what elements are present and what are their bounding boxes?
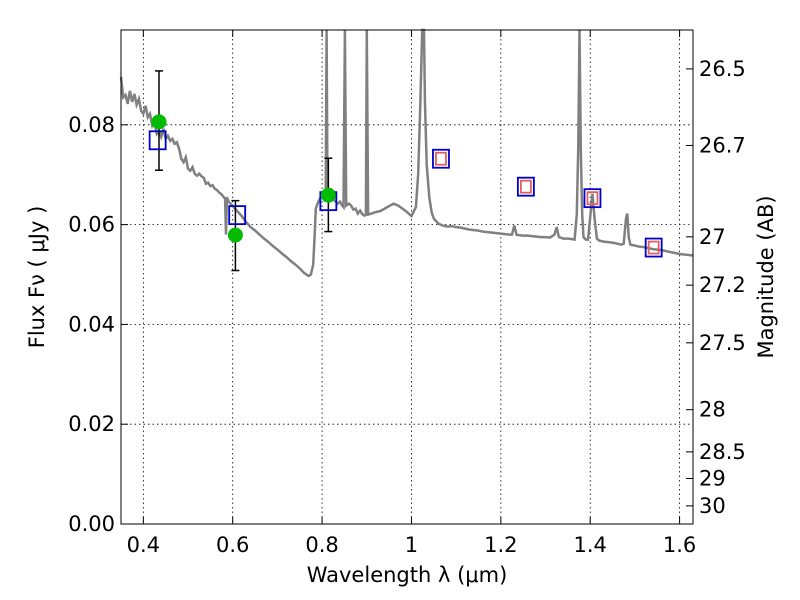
- mag-tick-label: 27.2: [699, 273, 746, 297]
- predicted-flux-marker: [435, 151, 447, 166]
- model-spectrum: [119, 28, 694, 278]
- predicted-flux-marker: [586, 191, 599, 206]
- x-tick-label: 0.4: [127, 533, 160, 557]
- observed-flux-point: [227, 227, 243, 243]
- predicted-flux-marker: [519, 179, 532, 194]
- predicted-flux-marker: [647, 240, 660, 255]
- model-photometry-marker: [432, 148, 450, 169]
- x-tick-label: 1.6: [663, 533, 696, 557]
- x-tick-label: 1.4: [574, 533, 607, 557]
- y-tick-label: 0.08: [68, 113, 115, 137]
- model-photometry-marker: [516, 176, 535, 197]
- plot-frame: [120, 29, 694, 525]
- model-photometry-marker: [644, 237, 663, 258]
- x-tick-label: 1: [405, 533, 418, 557]
- mag-tick-label: 27: [699, 225, 726, 249]
- mag-tick-label: 28: [699, 398, 726, 422]
- mag-tick-label: 26.5: [699, 57, 746, 81]
- mag-tick-label: 29: [699, 466, 726, 490]
- x-axis-label: Wavelength λ (μm): [307, 563, 508, 587]
- y-axis-label: Flux Fν ( μJy ): [25, 206, 49, 349]
- observed-flux-point: [151, 114, 167, 130]
- y-tick-label: 0.02: [68, 412, 115, 436]
- model-photometry-marker: [228, 205, 247, 226]
- x-tick-label: 1.2: [484, 533, 517, 557]
- y-tick-label: 0.04: [68, 312, 115, 336]
- model-spectrum-line: [119, 28, 694, 278]
- y-tick-label: 0.00: [68, 512, 115, 536]
- plot-background: [121, 30, 693, 524]
- observed-flux-point: [320, 187, 336, 203]
- data-markers: [148, 70, 663, 272]
- y-tick-label: 0.06: [68, 213, 115, 237]
- axis-ticks: 0.4 0.6 0.8 1 1.2 1.4 1.6 0.00 0.02 0.04 0.06 0.08 2…: [68, 30, 746, 557]
- x-tick-label: 0.8: [305, 533, 338, 557]
- x-tick-label: 0.6: [216, 533, 249, 557]
- y2-axis-label: Magnitude (AB): [754, 195, 778, 358]
- model-photometry-marker: [148, 130, 167, 151]
- model-photometry-marker: [583, 188, 602, 209]
- mag-tick-label: 28.5: [699, 440, 746, 464]
- mag-tick-label: 27.5: [699, 331, 746, 355]
- mag-tick-label: 26.7: [699, 133, 746, 157]
- mag-tick-label: 30: [699, 494, 726, 518]
